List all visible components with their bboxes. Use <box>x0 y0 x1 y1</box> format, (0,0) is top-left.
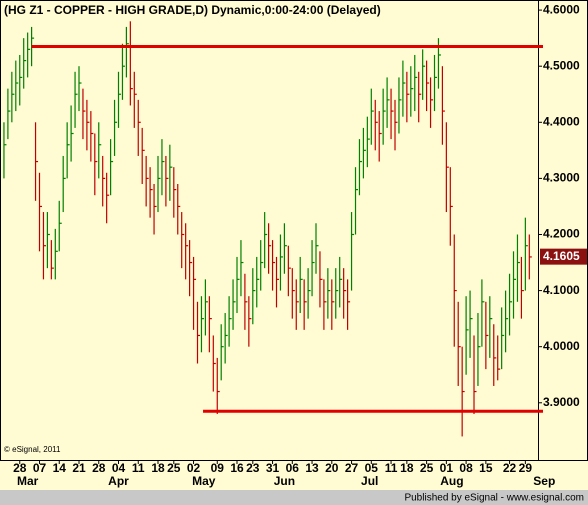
x-tick-label: 15 <box>479 461 493 475</box>
last-price-label: 4.1605 <box>543 249 580 263</box>
chart-title: (HG Z1 - COPPER - HIGH GRADE,D) Dynamic,… <box>4 3 381 17</box>
x-tick-label: 23 <box>246 461 260 475</box>
month-label: May <box>192 474 216 488</box>
x-tick-label: 11 <box>132 461 145 475</box>
x-tick-label: 25 <box>167 461 181 475</box>
month-label: Apr <box>108 474 129 488</box>
x-tick-label: 29 <box>519 461 533 475</box>
x-tick-label: 22 <box>503 461 517 475</box>
x-tick-label: 25 <box>420 461 434 475</box>
month-label: Jul <box>361 474 378 488</box>
y-tick-label: 4.0000 <box>543 339 580 353</box>
x-tick-label: 02 <box>187 461 201 475</box>
x-tick-label: 06 <box>286 461 300 475</box>
x-tick-label: 18 <box>151 461 165 475</box>
x-tick-label: 27 <box>345 461 359 475</box>
x-tick-label: 20 <box>325 461 339 475</box>
x-tick-label: 16 <box>230 461 244 475</box>
x-tick-label: 21 <box>72 461 86 475</box>
month-label: Mar <box>17 474 39 488</box>
y-tick-label: 4.1000 <box>543 283 580 297</box>
last-price-box <box>540 248 587 265</box>
footer-text: Published by eSignal - www.esignal.com <box>404 493 584 504</box>
footer-bar <box>0 490 588 505</box>
x-tick-label: 28 <box>92 461 106 475</box>
month-label: Aug <box>440 474 463 488</box>
x-tick-label: 05 <box>365 461 379 475</box>
x-tick-label: 01 <box>440 461 454 475</box>
month-label: Sep <box>533 474 555 488</box>
background <box>0 0 588 490</box>
y-tick-label: 4.3000 <box>543 171 580 185</box>
x-tick-label: 31 <box>266 461 280 475</box>
x-tick-label: 09 <box>211 461 225 475</box>
x-tick-label: 04 <box>112 461 126 475</box>
y-tick-label: 4.4000 <box>543 114 580 128</box>
x-tick-label: 13 <box>305 461 319 475</box>
x-tick-label: 07 <box>33 461 47 475</box>
x-tick-label: 14 <box>53 461 67 475</box>
month-label: Jun <box>274 474 295 488</box>
copyright: © eSignal, 2011 <box>4 445 61 454</box>
y-tick-label: 4.2000 <box>543 227 580 241</box>
y-tick-label: 3.9000 <box>543 395 580 409</box>
x-tick-label: 18 <box>400 461 414 475</box>
x-tick-label: 28 <box>13 461 27 475</box>
x-tick-label: 08 <box>459 461 473 475</box>
y-tick-label: 4.5000 <box>543 58 580 72</box>
y-tick-label: 4.6000 <box>543 2 580 16</box>
x-tick-label: 11 <box>385 461 398 475</box>
